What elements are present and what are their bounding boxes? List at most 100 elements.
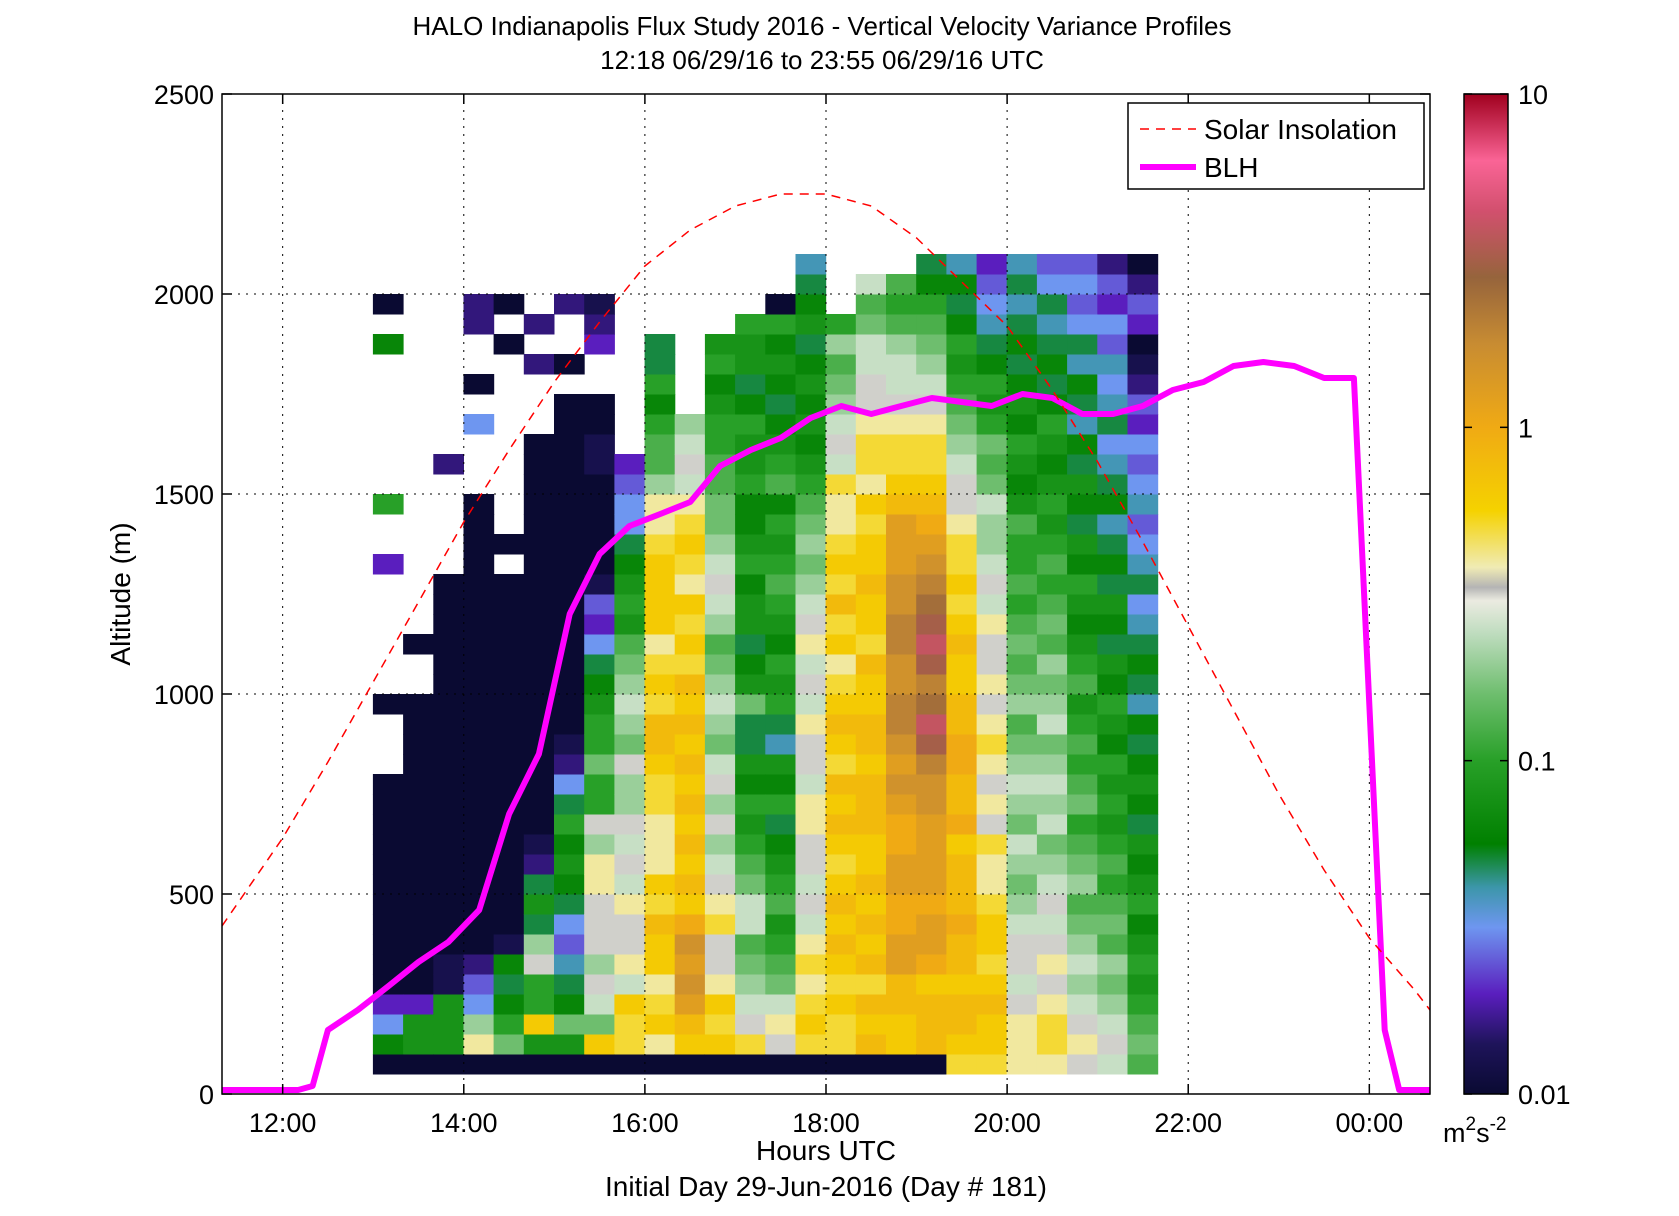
heatmap-cell [1127, 354, 1159, 375]
heatmap-cell [1097, 814, 1128, 835]
heatmap-cell [795, 754, 827, 775]
heatmap-cell [704, 1034, 736, 1055]
heatmap-cell [916, 854, 947, 875]
heatmap-cell [946, 974, 978, 995]
heatmap-cell [1036, 654, 1068, 675]
blh-line [222, 359, 1430, 1093]
heatmap-cell [1036, 854, 1068, 875]
heatmap-cell [765, 334, 796, 355]
heatmap-cell [674, 874, 706, 895]
heatmap-cell [886, 894, 917, 915]
heatmap-cell [795, 294, 827, 315]
heatmap-cell [976, 494, 1008, 515]
heatmap-cell [403, 1054, 434, 1075]
heatmap-cell [735, 814, 766, 835]
heatmap-cell [554, 914, 585, 935]
heatmap-cell [644, 614, 676, 635]
heatmap-cell [644, 754, 676, 775]
heatmap-cell [1127, 754, 1159, 775]
heatmap-cell [735, 494, 766, 515]
heatmap-cell [704, 634, 736, 655]
heatmap-cell [674, 814, 706, 835]
heatmap-cell [554, 954, 585, 975]
heatmap-cell [825, 574, 857, 595]
heatmap-cell [735, 614, 766, 635]
heatmap-cell [1097, 614, 1128, 635]
heatmap-cell [463, 294, 495, 315]
heatmap-cell [765, 574, 796, 595]
heatmap-cell [735, 834, 766, 855]
heatmap-cell [704, 354, 736, 375]
heatmap-cell [946, 294, 978, 315]
heatmap-cell [463, 634, 495, 655]
heatmap-cell [1036, 454, 1068, 475]
x-tick-label: 00:00 [1336, 1108, 1404, 1138]
heatmap-cell [614, 494, 646, 515]
heatmap-cell [916, 534, 947, 555]
heatmap-cell [644, 1034, 676, 1055]
heatmap-cell [855, 314, 887, 335]
heatmap-cell [916, 1054, 947, 1075]
heatmap-cell [614, 574, 646, 595]
heatmap-cell [372, 834, 404, 855]
heatmap-cell [644, 874, 676, 895]
heatmap-cell [1067, 674, 1098, 695]
heatmap-cell [976, 514, 1008, 535]
heatmap-cell [704, 394, 736, 415]
heatmap-cell [1097, 694, 1128, 715]
heatmap-cell [372, 954, 404, 975]
heatmap-cell [855, 914, 887, 935]
heatmap-cell [433, 694, 464, 715]
heatmap-cell [735, 354, 766, 375]
heatmap-cell [765, 994, 796, 1015]
heatmap-cell [403, 1034, 434, 1055]
heatmap-cell [1067, 314, 1098, 335]
heatmap-cell [523, 514, 555, 535]
heatmap-cell [614, 994, 646, 1015]
heatmap-cell [855, 734, 887, 755]
heatmap-cell [554, 554, 585, 575]
heatmap-cell [1097, 774, 1128, 795]
y-axis-ticks: 0 500 1000 1500 2000 2500 [154, 80, 1430, 1110]
heatmap-cell [584, 874, 615, 895]
heatmap-cell [1127, 574, 1159, 595]
heatmap-cell [1006, 494, 1038, 515]
heatmap-cell [1006, 894, 1038, 915]
heatmap-cell [614, 554, 646, 575]
heatmap-cell [855, 714, 887, 735]
heatmap-cell [433, 774, 464, 795]
heatmap-cell [795, 854, 827, 875]
heatmap-cell [644, 994, 676, 1015]
heatmap-cell [855, 514, 887, 535]
heatmap-cell [795, 494, 827, 515]
heatmap-cell [463, 574, 495, 595]
heatmap-cell [644, 714, 676, 735]
heatmap-cell [1006, 574, 1038, 595]
heatmap-cell [946, 954, 978, 975]
heatmap-cell [855, 554, 887, 575]
heatmap-cell [463, 414, 495, 435]
heatmap-cell [825, 894, 857, 915]
heatmap-cell [1097, 854, 1128, 875]
heatmap-cell [433, 994, 464, 1015]
heatmap-cell [886, 934, 917, 955]
heatmap-cell [795, 474, 827, 495]
heatmap-cell [765, 674, 796, 695]
heatmap-cell [674, 694, 706, 715]
heatmap-cell [554, 534, 585, 555]
heatmap-cell [403, 814, 434, 835]
heatmap-cell [433, 714, 464, 735]
heatmap-cell [735, 794, 766, 815]
heatmap-cell [855, 874, 887, 895]
heatmap-cell [523, 434, 555, 455]
heatmap-cell [523, 574, 555, 595]
heatmap-cell [1036, 974, 1068, 995]
heatmap-cell [825, 614, 857, 635]
heatmap-cell [765, 394, 796, 415]
heatmap-cell [946, 534, 978, 555]
heatmap-cell [795, 414, 827, 435]
heatmap-cell [1127, 994, 1159, 1015]
heatmap-cell [463, 714, 495, 735]
heatmap-cell [886, 534, 917, 555]
heatmap-cell [614, 914, 646, 935]
